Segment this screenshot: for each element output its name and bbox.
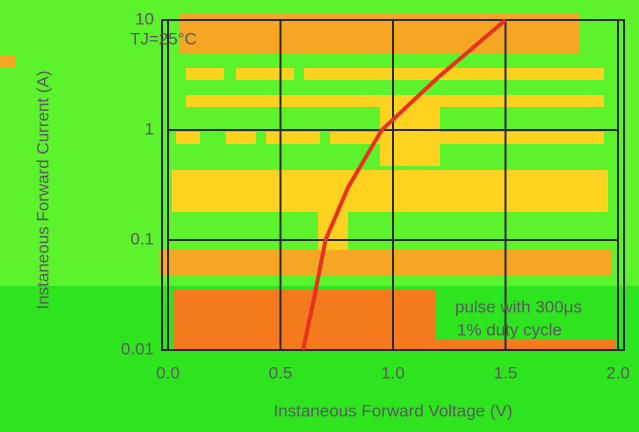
y-axis-label: Instaneous Forward Current (A) — [33, 70, 52, 309]
x-axis-label: Instaneous Forward Voltage (V) — [273, 401, 512, 420]
y-tick-label: 1 — [145, 119, 154, 138]
x-tick-label: 2.0 — [606, 363, 630, 382]
x-tick-label: 1.0 — [381, 363, 405, 382]
x-tick-label: 0.5 — [269, 363, 293, 382]
annotation: TJ=25°C — [130, 29, 197, 48]
annotation: 1% duty cycle — [457, 320, 562, 339]
chart: 0.0 0.5 1.0 1.5 2.0 0.01 0.1 1 10 TJ=25°C pulse … — [0, 0, 639, 432]
annotation: pulse with 300μs — [455, 297, 582, 316]
x-tick-label: 0.0 — [156, 363, 180, 382]
y-tick-label: 0.1 — [130, 229, 154, 248]
y-tick-label: 0.01 — [121, 339, 154, 358]
x-tick-label: 1.5 — [494, 363, 518, 382]
y-tick-label: 10 — [135, 9, 154, 28]
